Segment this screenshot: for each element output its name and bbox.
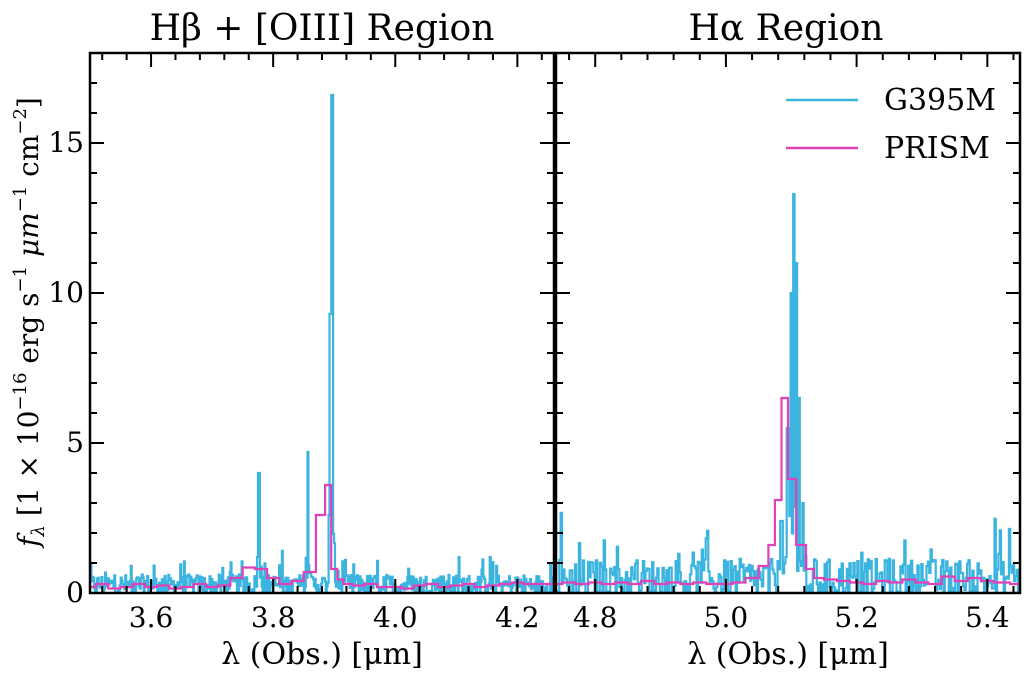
x-axis-label: λ (Obs.) [μm]	[221, 637, 423, 672]
axes-frame	[88, 51, 556, 595]
x-tick-label: 3.8	[251, 601, 296, 634]
x-tick-label: 4.2	[495, 601, 540, 634]
y-tick-label: 10	[48, 276, 84, 309]
x-tick-label: 3.6	[129, 601, 174, 634]
legend: G395M PRISM	[786, 83, 996, 166]
left-panel-title: Hβ + [OIII] Region	[150, 8, 495, 49]
legend-label-g395m: G395M	[884, 83, 996, 118]
x-tick-label: 4.8	[573, 601, 618, 634]
x-tick-label: 5.2	[834, 601, 879, 634]
right-panel-title: Hα Region	[689, 8, 884, 49]
series-prism-line	[90, 483, 554, 590]
y-tick-label: 5	[66, 426, 84, 459]
x-tick-label: 5.0	[704, 601, 749, 634]
series-g395m-line	[556, 192, 1020, 593]
left-panel-hbeta-oiii: 0 5 10 15 3.6 3.8 4.0 4.2 λ (Obs.) [μm]	[48, 51, 556, 672]
legend-label-prism: PRISM	[884, 131, 990, 166]
y-tick-label: 0	[66, 576, 84, 609]
x-tick-label: 5.4	[965, 601, 1010, 634]
y-axis-label: fλ [1 × 10−16 erg s−1 μm−1 cm−2]	[10, 97, 49, 549]
right-panel-halpha: 4.8 5.0 5.2 5.4 λ (Obs.) [μm]	[554, 51, 1022, 672]
x-tick-label: 4.0	[373, 601, 418, 634]
series-prism-line	[556, 396, 1020, 586]
x-axis-label: λ (Obs.) [μm]	[687, 637, 889, 672]
series-g395m-line	[90, 93, 554, 593]
y-tick-label: 15	[48, 126, 84, 159]
